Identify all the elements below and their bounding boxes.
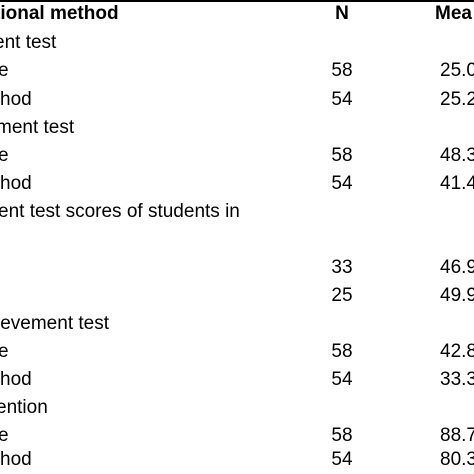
table-row: e 58 42.8 <box>0 338 474 366</box>
header-n: N <box>335 3 349 24</box>
row-label: e <box>0 145 9 166</box>
table-row: hod 54 41.4 <box>0 170 474 198</box>
row-n: 54 <box>331 449 353 470</box>
table-row <box>0 227 474 255</box>
row-label: hod <box>0 89 32 110</box>
table-row: ievement test <box>0 310 474 338</box>
table-row: ent test <box>0 29 474 57</box>
row-label: e <box>0 425 9 446</box>
row-label: ent test scores of students in <box>0 201 240 222</box>
row-label: ention <box>0 397 48 418</box>
table-row: hod 54 25.2 <box>0 86 474 114</box>
table-row: hod 54 33.3 <box>0 366 474 394</box>
row-mean: 42.8 <box>440 341 474 362</box>
table-row: ment test <box>0 114 474 142</box>
row-mean: 88.7 <box>440 425 474 446</box>
table-row: ent test scores of students in <box>0 198 474 226</box>
row-n: 25 <box>331 285 353 306</box>
row-label: hod <box>0 173 32 194</box>
row-n: 58 <box>331 60 353 81</box>
row-n: 58 <box>331 425 353 446</box>
row-mean: 48.3 <box>440 145 474 166</box>
row-label: hod <box>0 449 32 470</box>
row-n: 54 <box>331 173 353 194</box>
row-n: 33 <box>331 257 353 278</box>
row-mean: 25.0 <box>440 60 474 81</box>
row-label: ievement test <box>0 313 109 334</box>
table-row: e 58 88.7 <box>0 422 474 450</box>
header-mean: Mea <box>435 3 472 24</box>
row-n: 54 <box>331 89 353 110</box>
table-top-rule <box>0 0 474 2</box>
table-row: 25 49.9 <box>0 282 474 310</box>
row-label: e <box>0 60 9 81</box>
table-row: e 58 48.3 <box>0 142 474 170</box>
table-row: e 58 25.0 <box>0 57 474 85</box>
row-label: e <box>0 341 9 362</box>
row-n: 58 <box>331 145 353 166</box>
row-label: ent test <box>0 32 57 53</box>
row-mean: 49.9 <box>440 285 474 306</box>
table-row: ention <box>0 394 474 422</box>
row-mean: 33.3 <box>440 369 474 390</box>
table-row: hod 54 80.3 <box>0 446 474 474</box>
row-mean: 80.3 <box>440 449 474 470</box>
row-mean: 46.9 <box>440 257 474 278</box>
row-n: 54 <box>331 369 353 390</box>
table-header-row: tional method N Mea <box>0 0 474 28</box>
header-method: tional method <box>0 3 119 24</box>
row-label: hod <box>0 369 32 390</box>
row-n: 58 <box>331 341 353 362</box>
row-mean: 41.4 <box>440 173 474 194</box>
table-row: 33 46.9 <box>0 254 474 282</box>
row-mean: 25.2 <box>440 89 474 110</box>
row-label: ment test <box>0 117 75 138</box>
